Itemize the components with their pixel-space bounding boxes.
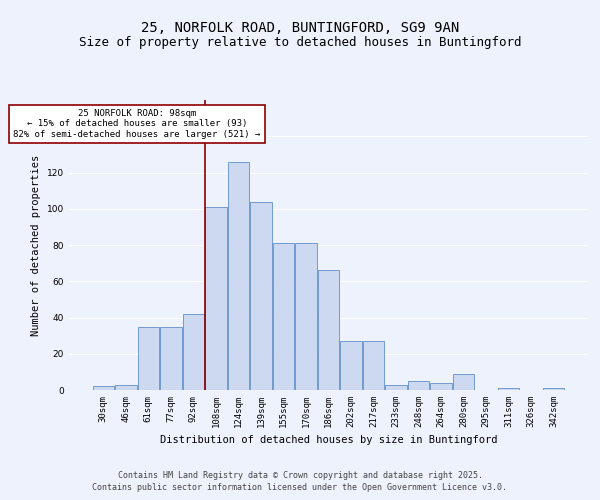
Bar — [273, 243, 294, 390]
Bar — [160, 326, 182, 390]
Bar — [137, 326, 159, 390]
Bar — [295, 243, 317, 390]
X-axis label: Distribution of detached houses by size in Buntingford: Distribution of detached houses by size … — [160, 436, 497, 446]
Bar — [340, 341, 362, 390]
Text: Contains public sector information licensed under the Open Government Licence v3: Contains public sector information licen… — [92, 483, 508, 492]
Bar — [182, 314, 204, 390]
Bar — [453, 374, 475, 390]
Bar — [115, 384, 137, 390]
Bar — [408, 381, 429, 390]
Bar — [430, 383, 452, 390]
Bar — [363, 341, 384, 390]
Bar — [228, 162, 249, 390]
Bar — [92, 386, 114, 390]
Text: 25 NORFOLK ROAD: 98sqm
← 15% of detached houses are smaller (93)
82% of semi-det: 25 NORFOLK ROAD: 98sqm ← 15% of detached… — [13, 109, 260, 139]
Bar — [205, 207, 227, 390]
Bar — [543, 388, 565, 390]
Text: Contains HM Land Registry data © Crown copyright and database right 2025.: Contains HM Land Registry data © Crown c… — [118, 472, 482, 480]
Bar — [385, 384, 407, 390]
Bar — [318, 270, 339, 390]
Text: Size of property relative to detached houses in Buntingford: Size of property relative to detached ho… — [79, 36, 521, 49]
Text: 25, NORFOLK ROAD, BUNTINGFORD, SG9 9AN: 25, NORFOLK ROAD, BUNTINGFORD, SG9 9AN — [141, 20, 459, 34]
Bar — [250, 202, 272, 390]
Y-axis label: Number of detached properties: Number of detached properties — [31, 154, 41, 336]
Bar — [498, 388, 520, 390]
